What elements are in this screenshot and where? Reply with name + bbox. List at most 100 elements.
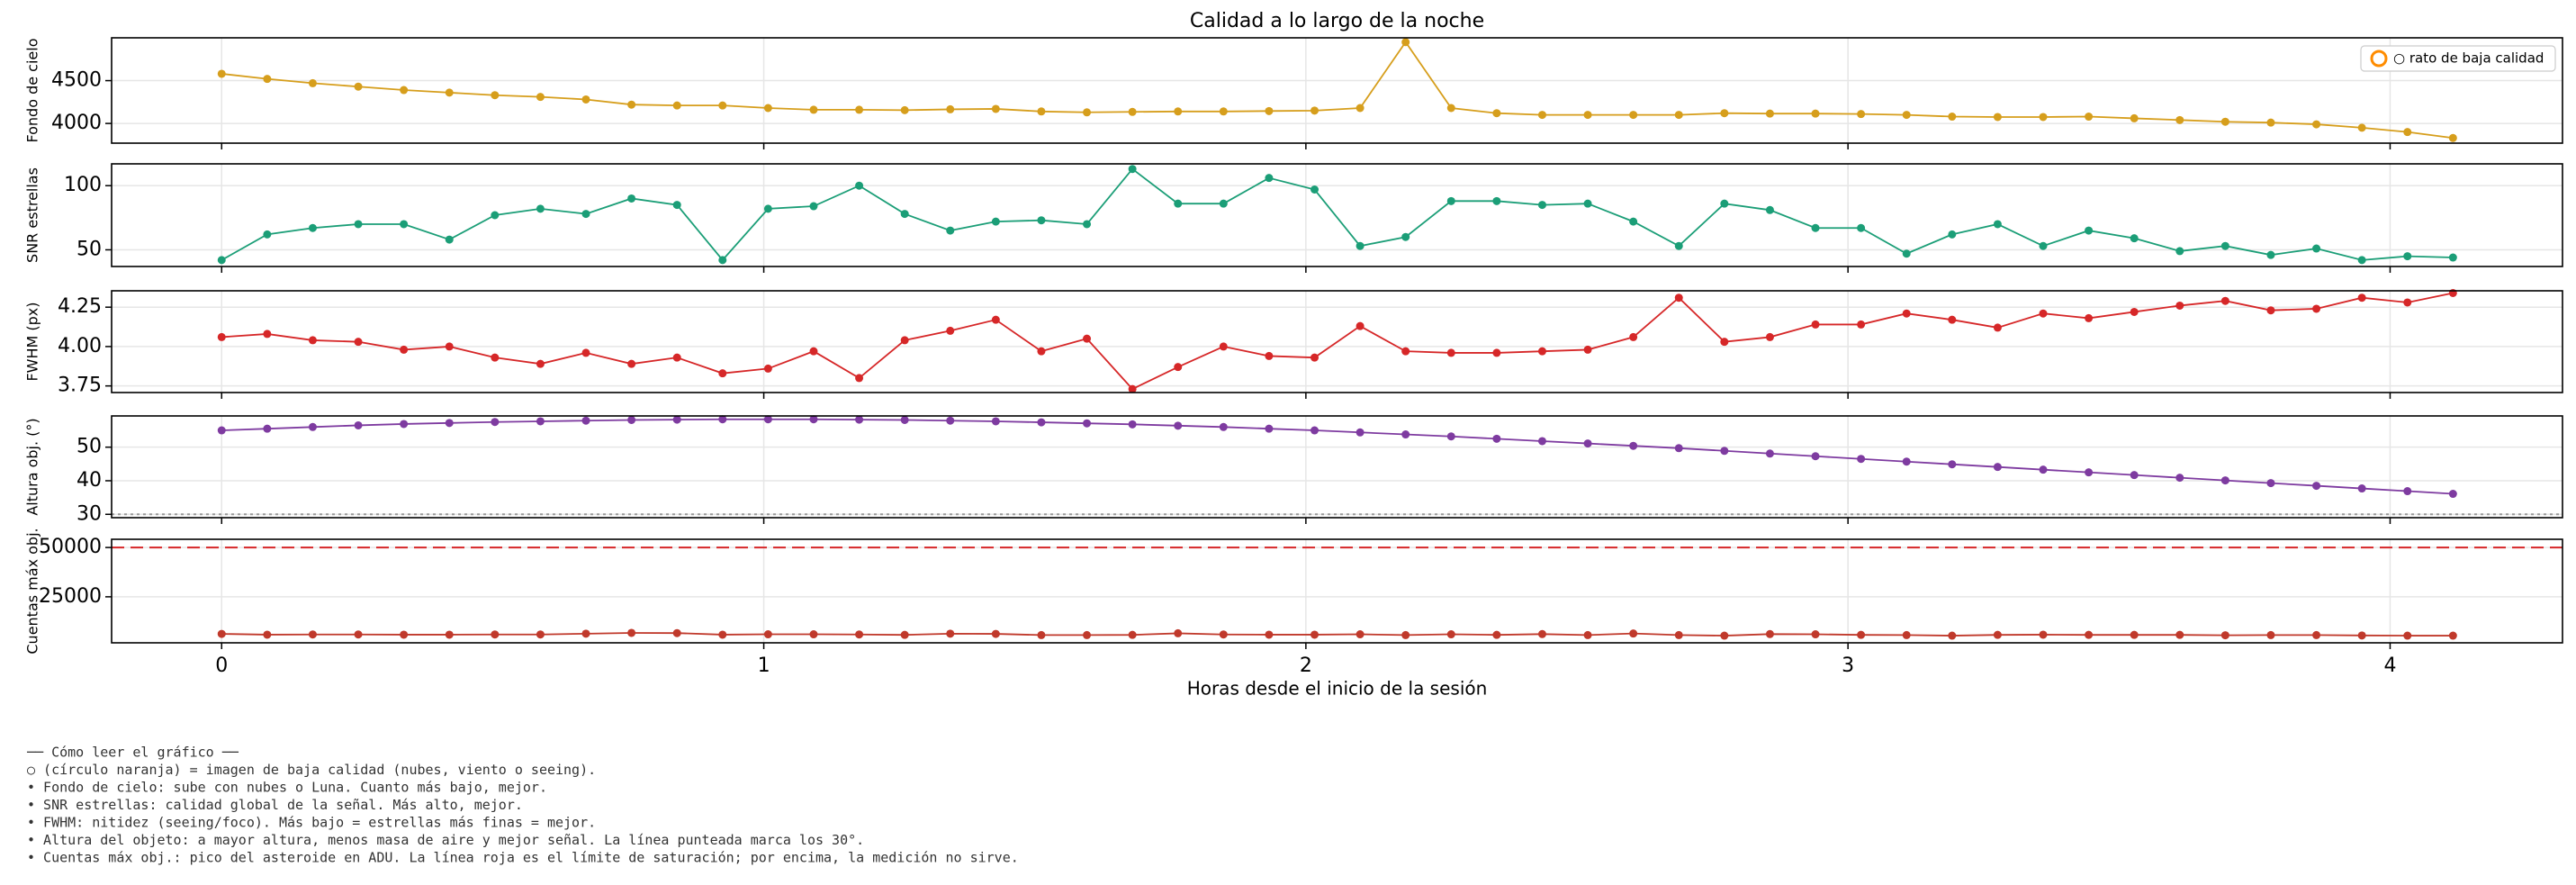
data-point — [2175, 301, 2184, 310]
data-point — [2039, 241, 2048, 250]
data-point — [1629, 111, 1638, 120]
data-point — [2039, 630, 2048, 639]
data-point — [1356, 321, 1365, 330]
data-point — [263, 230, 272, 239]
data-point — [536, 630, 545, 639]
data-point — [1993, 220, 2002, 229]
data-point — [1765, 205, 1774, 214]
data-point — [2403, 128, 2412, 137]
data-point — [2175, 630, 2184, 639]
data-point — [2403, 487, 2412, 496]
data-point — [2357, 484, 2366, 493]
data-point — [2130, 113, 2139, 122]
y-tick-label: 4.00 — [58, 335, 102, 357]
data-point — [445, 419, 454, 428]
data-point — [855, 415, 864, 424]
data-point — [2357, 123, 2366, 132]
legend-box — [2360, 45, 2556, 72]
data-point — [1446, 104, 1455, 113]
data-point — [2130, 307, 2139, 316]
data-point — [2085, 630, 2094, 639]
data-point — [1811, 320, 1820, 329]
data-point — [2130, 630, 2139, 639]
data-point — [217, 629, 226, 638]
plot-frame — [111, 163, 2563, 267]
data-point — [1265, 424, 1274, 433]
data-point — [263, 75, 272, 84]
data-point — [2266, 250, 2275, 259]
y-tick-label: 50 — [77, 436, 102, 458]
data-point — [445, 88, 454, 97]
data-point — [1629, 217, 1638, 226]
data-point — [217, 332, 226, 341]
data-point — [763, 204, 772, 213]
data-point — [1083, 419, 1092, 428]
data-point — [2448, 631, 2457, 640]
data-point — [2085, 313, 2094, 322]
data-point — [1811, 223, 1820, 232]
data-point — [809, 630, 818, 639]
data-point — [1265, 351, 1274, 360]
data-point — [1492, 630, 1501, 639]
data-point — [2448, 253, 2457, 262]
y-tick-label: 50 — [77, 238, 102, 260]
plot-frame — [111, 538, 2563, 644]
panel: 3.75 4.00 4.25 FWHM (px) — [24, 288, 2563, 399]
data-point — [400, 345, 409, 354]
data-point — [855, 374, 864, 383]
data-point — [718, 256, 727, 265]
plot-frame — [111, 415, 2563, 519]
data-point — [1583, 345, 1592, 354]
x-tick-label: 1 — [758, 655, 770, 677]
data-point — [1174, 199, 1183, 208]
data-point — [627, 415, 636, 424]
legend-label: ○ rato de baja calidad — [2393, 50, 2544, 67]
data-point — [2039, 113, 2048, 122]
data-point — [1811, 452, 1820, 461]
data-point — [1857, 630, 1866, 639]
data-point — [2312, 304, 2321, 313]
data-point — [1537, 111, 1546, 120]
data-point — [991, 417, 1000, 426]
data-point — [491, 91, 500, 100]
data-point — [217, 426, 226, 435]
data-point — [354, 82, 363, 91]
data-point — [900, 210, 909, 219]
data-point — [1674, 293, 1683, 303]
data-point — [1811, 630, 1820, 639]
data-point — [900, 336, 909, 345]
data-point — [1174, 628, 1183, 637]
data-point — [1857, 320, 1866, 329]
data-point — [1993, 323, 2002, 332]
x-tick-label: 2 — [1300, 655, 1312, 677]
data-point — [2266, 306, 2275, 315]
data-point — [1720, 199, 1729, 208]
y-axis-label: Altura obj. (°) — [24, 418, 41, 515]
data-point — [1174, 421, 1183, 430]
data-point — [1128, 630, 1137, 639]
data-point — [2085, 113, 2094, 122]
series-line — [221, 292, 2454, 391]
data-point — [400, 630, 409, 639]
data-point — [1765, 332, 1774, 341]
data-point — [763, 364, 772, 373]
data-point — [2175, 247, 2184, 256]
data-point — [946, 416, 955, 425]
data-point — [2130, 234, 2139, 243]
data-point — [1311, 630, 1320, 639]
data-point — [2130, 471, 2139, 480]
plot-frame — [111, 290, 2563, 393]
data-point — [2312, 630, 2321, 639]
data-point — [1765, 629, 1774, 638]
data-point — [1219, 199, 1228, 208]
data-point — [217, 69, 226, 78]
data-point — [1857, 455, 1866, 464]
data-point — [1537, 347, 1546, 356]
data-point — [1401, 232, 1410, 241]
data-point — [308, 422, 317, 431]
data-point — [1674, 630, 1683, 639]
y-tick-label: 4.25 — [58, 295, 102, 318]
y-tick-label: 100 — [64, 174, 102, 196]
data-point — [1446, 196, 1455, 205]
data-point — [991, 629, 1000, 638]
